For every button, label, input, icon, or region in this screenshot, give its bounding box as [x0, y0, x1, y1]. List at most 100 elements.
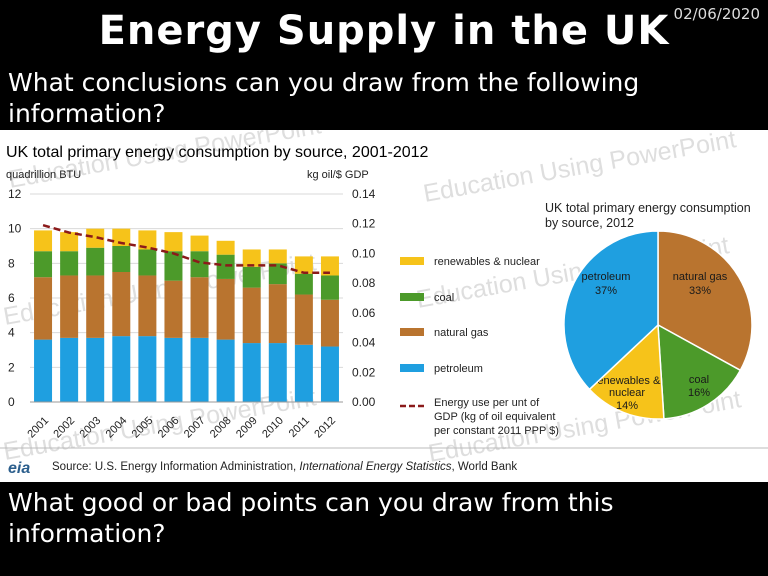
pie-slice-renewables-nuclear: [588, 323, 665, 420]
bar-renewables-nuclear-2004: [112, 228, 131, 246]
pie-slice-value: 16%: [688, 387, 710, 399]
bar-natural-gas-2006: [164, 280, 183, 338]
pie-slice-value: 33%: [689, 285, 711, 297]
y-axis-label: quadrillion BTU: [6, 169, 81, 181]
slide-title: Energy Supply in the UK: [98, 8, 670, 54]
pie-slice-petroleum: [563, 230, 659, 391]
bar-petroleum-2002: [60, 337, 79, 402]
y2-axis-label: kg oil/$ GDP: [307, 169, 369, 181]
bar-renewables-nuclear-2002: [60, 232, 79, 252]
bar-renewables-nuclear-2003: [86, 228, 105, 248]
legend-label: natural gas: [434, 327, 489, 339]
bar-petroleum-2008: [216, 339, 235, 402]
y-tick-label: 10: [8, 222, 22, 236]
x-tick-label: 2012: [312, 415, 338, 441]
pie-slice-value: 37%: [595, 285, 617, 297]
bar-coal-2011: [294, 273, 313, 295]
bar-natural-gas-2005: [138, 275, 157, 337]
bar-petroleum-2009: [242, 343, 261, 402]
bar-natural-gas-2011: [294, 294, 313, 345]
bar-coal-2004: [112, 246, 131, 272]
bar-petroleum-2011: [294, 344, 313, 402]
pie-slice-label: coal: [689, 374, 709, 386]
y-tick-label: 6: [8, 291, 15, 305]
bar-renewables-nuclear-2005: [138, 230, 157, 250]
bar-coal-2003: [86, 247, 105, 276]
y2-tick-label: 0.00: [352, 395, 376, 409]
chart-panel: Education Using PowerPoint Education Usin…: [0, 130, 768, 482]
question-good-bad: What good or bad points can you draw fro…: [8, 488, 614, 548]
legend-swatch-coal: [400, 293, 424, 301]
bar-natural-gas-2009: [242, 287, 261, 344]
y2-tick-label: 0.02: [352, 365, 376, 379]
bar-natural-gas-2003: [86, 275, 105, 338]
bar-petroleum-2007: [190, 337, 209, 402]
y-tick-label: 0: [8, 395, 15, 409]
bar-coal-2012: [320, 275, 339, 300]
pie-slice-label: nuclear: [609, 387, 645, 399]
bar-petroleum-2001: [34, 339, 53, 402]
energy-charts: Education Using PowerPoint Education Usin…: [0, 130, 768, 477]
bar-petroleum-2010: [268, 343, 287, 402]
pie-title-line2: by source, 2012: [545, 216, 634, 230]
pie-slice-label: petroleum: [582, 271, 631, 283]
bar-petroleum-2006: [164, 337, 183, 402]
bar-natural-gas-2004: [112, 272, 131, 337]
y-tick-label: 8: [8, 256, 15, 270]
bar-natural-gas-2008: [216, 278, 235, 340]
bar-petroleum-2005: [138, 336, 157, 402]
bar-renewables-nuclear-2001: [34, 230, 53, 252]
pie-slice-value: 14%: [616, 400, 638, 412]
y-tick-label: 12: [8, 187, 22, 201]
bar-petroleum-2003: [86, 337, 105, 402]
bar-renewables-nuclear-2012: [320, 256, 339, 276]
pie-slice-coal: [657, 323, 742, 420]
y2-tick-label: 0.06: [352, 306, 376, 320]
y2-tick-label: 0.12: [352, 217, 376, 231]
bar-chart-title: UK total primary energy consumption by s…: [6, 144, 429, 161]
bar-renewables-nuclear-2011: [294, 256, 313, 274]
bar-renewables-nuclear-2006: [164, 232, 183, 252]
watermark-text-0: Education Using PowerPoint: [421, 130, 738, 208]
bar-natural-gas-2002: [60, 275, 79, 338]
legend-label-intensity: Energy use per unt of GDP (kg of oil equi…: [434, 397, 559, 437]
bar-petroleum-2004: [112, 336, 131, 402]
y2-tick-label: 0.14: [352, 187, 376, 201]
energy-intensity-line: [42, 223, 330, 274]
legend-label: renewables & nuclear: [434, 256, 540, 268]
bar-coal-2009: [242, 266, 261, 288]
eia-logo: eia: [8, 460, 30, 477]
bar-renewables-nuclear-2010: [268, 249, 287, 264]
bar-renewables-nuclear-2007: [190, 235, 209, 252]
pie-title-line1: UK total primary energy consumption: [545, 201, 751, 215]
pie-slice-natural-gas: [657, 230, 753, 372]
bar-coal-2005: [138, 249, 157, 276]
question-conclusions: What conclusions can you draw from the f…: [8, 68, 640, 128]
y2-tick-label: 0.08: [352, 276, 376, 290]
y2-tick-label: 0.04: [352, 336, 376, 350]
bar-coal-2006: [164, 251, 183, 281]
y-tick-label: 4: [8, 326, 15, 340]
pie-slice-label: natural gas: [673, 271, 728, 283]
pie-slice-label: renewables &: [594, 375, 661, 387]
x-tick-label: 2011: [287, 415, 312, 440]
date-label: 02/06/2020: [673, 5, 760, 23]
bar-natural-gas-2012: [320, 299, 339, 347]
bar-natural-gas-2007: [190, 277, 209, 338]
legend-label: coal: [434, 292, 454, 304]
bar-renewables-nuclear-2009: [242, 249, 261, 267]
legend-swatch-natural-gas: [400, 328, 424, 336]
legend-swatch-petroleum: [400, 364, 424, 372]
bar-natural-gas-2001: [34, 277, 53, 340]
source-text: Source: U.S. Energy Information Administ…: [52, 461, 517, 473]
bar-coal-2007: [190, 251, 209, 278]
legend-swatch-renewables-nuclear: [400, 257, 424, 265]
y2-tick-label: 0.10: [352, 246, 376, 260]
legend-label: petroleum: [434, 363, 483, 375]
bar-coal-2010: [268, 263, 287, 285]
bar-petroleum-2012: [320, 346, 339, 402]
bar-renewables-nuclear-2008: [216, 240, 235, 255]
bar-natural-gas-2010: [268, 284, 287, 344]
watermark-text-1: Education Using PowerPoint: [6, 130, 323, 194]
bar-coal-2008: [216, 254, 235, 279]
